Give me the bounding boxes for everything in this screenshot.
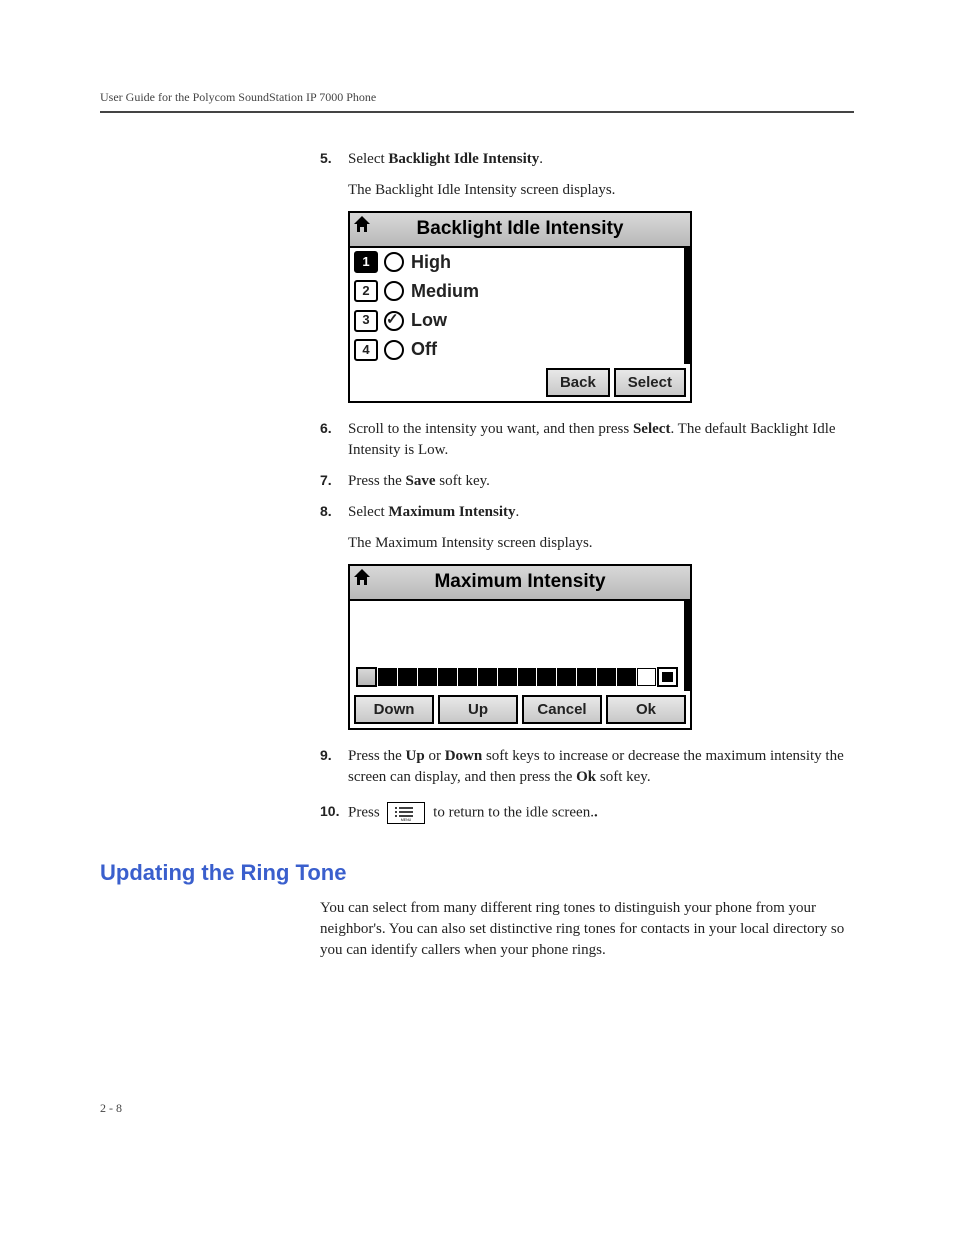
option-high: 1 High [350, 248, 690, 277]
step-10-number: 10. [320, 802, 348, 824]
step-8-text: Select Maximum Intensity. [348, 502, 854, 523]
step-8-number: 8. [320, 502, 348, 523]
step-5-subtext: The Backlight Idle Intensity screen disp… [348, 180, 854, 201]
cancel-softkey: Cancel [522, 695, 602, 724]
step-8-subtext: The Maximum Intensity screen displays. [348, 533, 854, 554]
menu-key-icon: MENU [387, 802, 425, 824]
backlight-intensity-screenshot: Backlight Idle Intensity 1 High 2 Medium… [348, 211, 692, 403]
maximum-intensity-screenshot: Maximum Intensity Down Up Cancel Ok [348, 564, 692, 730]
intensity-slider [350, 665, 690, 691]
step-6-text: Scroll to the intensity you want, and th… [348, 419, 854, 461]
home-icon [353, 215, 371, 242]
step-5-number: 5. [320, 149, 348, 170]
screenshot1-title-bar: Backlight Idle Intensity [350, 213, 690, 248]
svg-text:MENU: MENU [401, 818, 412, 822]
step-7-text: Press the Save soft key. [348, 471, 854, 492]
screenshot2-title-bar: Maximum Intensity [350, 566, 690, 601]
option-medium: 2 Medium [350, 277, 690, 306]
back-softkey: Back [546, 368, 610, 397]
option-off: 4 Off [350, 335, 690, 364]
up-softkey: Up [438, 695, 518, 724]
step-6-number: 6. [320, 419, 348, 461]
down-softkey: Down [354, 695, 434, 724]
home-icon [353, 568, 371, 595]
ok-softkey: Ok [606, 695, 686, 724]
option-low: 3 Low [350, 306, 690, 335]
running-header: User Guide for the Polycom SoundStation … [100, 90, 854, 111]
section-paragraph: You can select from many different ring … [320, 898, 854, 961]
section-heading: Updating the Ring Tone [100, 860, 854, 886]
step-9-text: Press the Up or Down soft keys to increa… [348, 746, 854, 788]
header-rule [100, 111, 854, 113]
page-number: 2 - 8 [100, 1101, 854, 1116]
step-10-text: Press MENU to return to the idle scr [348, 802, 854, 824]
step-9-number: 9. [320, 746, 348, 788]
step-7-number: 7. [320, 471, 348, 492]
step-5-text: Select Backlight Idle Intensity. [348, 149, 854, 170]
select-softkey: Select [614, 368, 686, 397]
